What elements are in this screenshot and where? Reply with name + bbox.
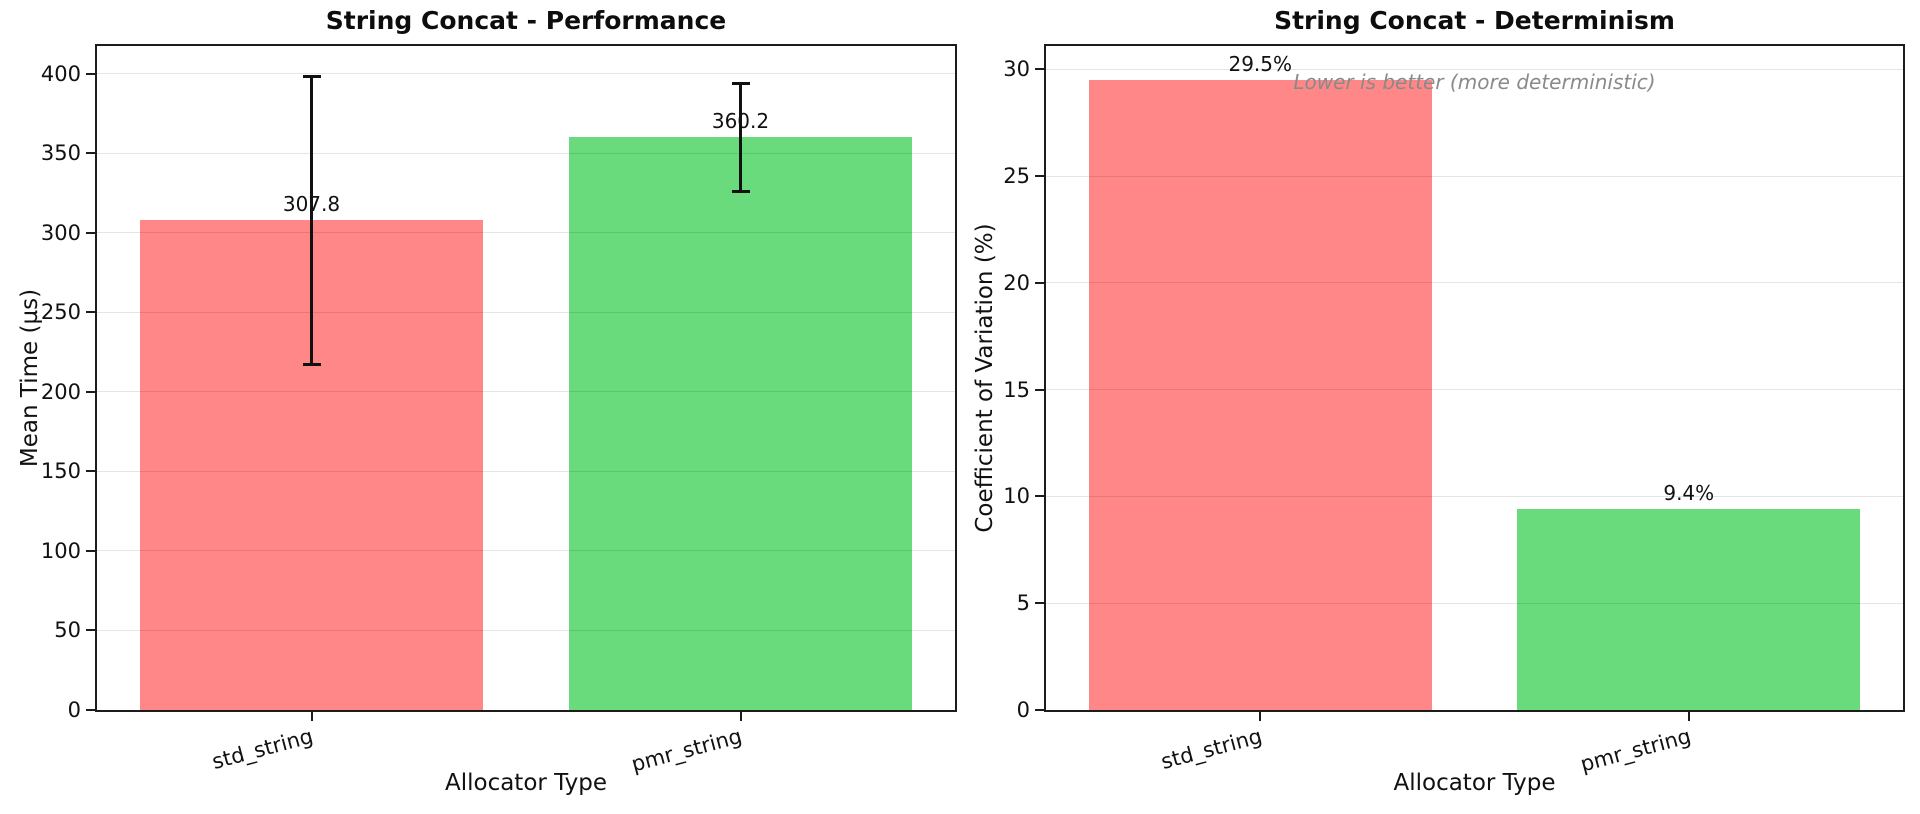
y-tick-mark <box>86 709 95 711</box>
x-axis-label-allocator-type: Allocator Type <box>444 770 607 796</box>
bar-pmr_string <box>568 137 913 710</box>
bar-std_string <box>1088 80 1432 710</box>
gridline <box>97 550 955 552</box>
gridline <box>97 232 955 234</box>
error-bar-cap-bottom <box>302 363 321 367</box>
y-tick-label: 10 <box>1003 484 1030 509</box>
y-tick-mark <box>1035 495 1044 498</box>
performance-chart-panel: String Concat - Performance Mean Time (µ… <box>17 6 957 796</box>
bar-value-label-std_string: 29.5% <box>1228 52 1293 77</box>
determinism-chart-panel: String Concat - Determinism Coefficient … <box>960 0 1920 814</box>
x-tick-mark <box>1259 712 1262 721</box>
x-tick-label-std_string: std_string <box>209 724 316 774</box>
y-tick-label: 400 <box>40 61 81 86</box>
x-tick-label-pmr_string: pmr_string <box>629 724 745 777</box>
y-tick-label: 5 <box>1016 591 1030 616</box>
y-tick-label: 25 <box>1003 164 1030 189</box>
y-tick-mark <box>86 311 95 314</box>
chart-title-performance: String Concat - Performance <box>325 6 727 35</box>
gridline <box>97 391 955 393</box>
bar-value-label-pmr_string: 360.2 <box>711 109 770 134</box>
error-bar-cap-top <box>302 74 321 78</box>
y-tick-label: 200 <box>40 379 81 404</box>
y-tick-mark <box>86 72 95 75</box>
x-axis-label-allocator-type: Allocator Type <box>1393 770 1556 796</box>
y-tick-mark <box>86 629 95 632</box>
gridline <box>97 629 955 631</box>
y-tick-mark <box>86 390 95 393</box>
chart-title-determinism: String Concat - Determinism <box>1274 6 1675 35</box>
gridline <box>97 152 955 154</box>
x-tick-label-std_string: std_string <box>1158 724 1265 774</box>
gridline <box>97 311 955 313</box>
bar-value-label-pmr_string: 9.4% <box>1663 481 1715 506</box>
gridline <box>97 73 955 75</box>
y-tick-mark <box>86 549 95 552</box>
y-tick-label: 50 <box>54 618 81 643</box>
x-tick-mark <box>310 712 313 721</box>
y-tick-mark <box>1035 281 1044 284</box>
y-tick-label: 100 <box>40 538 81 563</box>
gridline <box>97 470 955 472</box>
y-tick-label: 0 <box>1016 698 1030 722</box>
y-tick-label: 0 <box>67 698 81 722</box>
x-tick-label-pmr_string: pmr_string <box>1577 724 1693 777</box>
gridline <box>1046 282 1903 284</box>
gridline <box>1046 68 1903 70</box>
gridline <box>1046 389 1903 391</box>
gridline <box>1046 602 1903 604</box>
y-tick-label: 350 <box>40 141 81 166</box>
bar-value-label-std_string: 307.8 <box>282 192 341 217</box>
y-tick-mark <box>1035 175 1044 178</box>
y-tick-label: 250 <box>40 300 81 325</box>
y-tick-label: 150 <box>40 459 81 484</box>
y-tick-mark <box>86 231 95 234</box>
error-bar-cap-top <box>731 81 750 85</box>
error-bar-cap-bottom <box>731 189 750 193</box>
gridline <box>1046 175 1903 177</box>
y-tick-label: 30 <box>1003 57 1030 82</box>
y-tick-mark <box>86 470 95 473</box>
y-tick-label: 15 <box>1003 377 1030 402</box>
x-tick-mark <box>1687 712 1690 721</box>
y-tick-mark <box>1035 602 1044 605</box>
x-tick-mark <box>739 712 742 721</box>
bar-pmr_string <box>1517 509 1861 710</box>
y-tick-label: 300 <box>40 220 81 245</box>
error-bar-std_string <box>310 76 313 365</box>
performance-plot-area: 0 50 100 150 200 250 300 350 400 307.8 std_string 3… <box>41 44 957 776</box>
y-tick-label: 20 <box>1003 270 1030 295</box>
y-tick-mark <box>86 152 95 155</box>
y-tick-mark <box>1035 388 1044 391</box>
gridline <box>1046 495 1903 497</box>
lower-is-better-annotation: Lower is better (more deterministic) <box>1293 70 1656 94</box>
error-bar-pmr_string <box>739 83 742 192</box>
y-tick-mark <box>1035 68 1044 71</box>
y-tick-mark <box>1035 709 1044 711</box>
determinism-plot-area: Lower is better (more deterministic) 0 5 1… <box>1003 44 1905 776</box>
